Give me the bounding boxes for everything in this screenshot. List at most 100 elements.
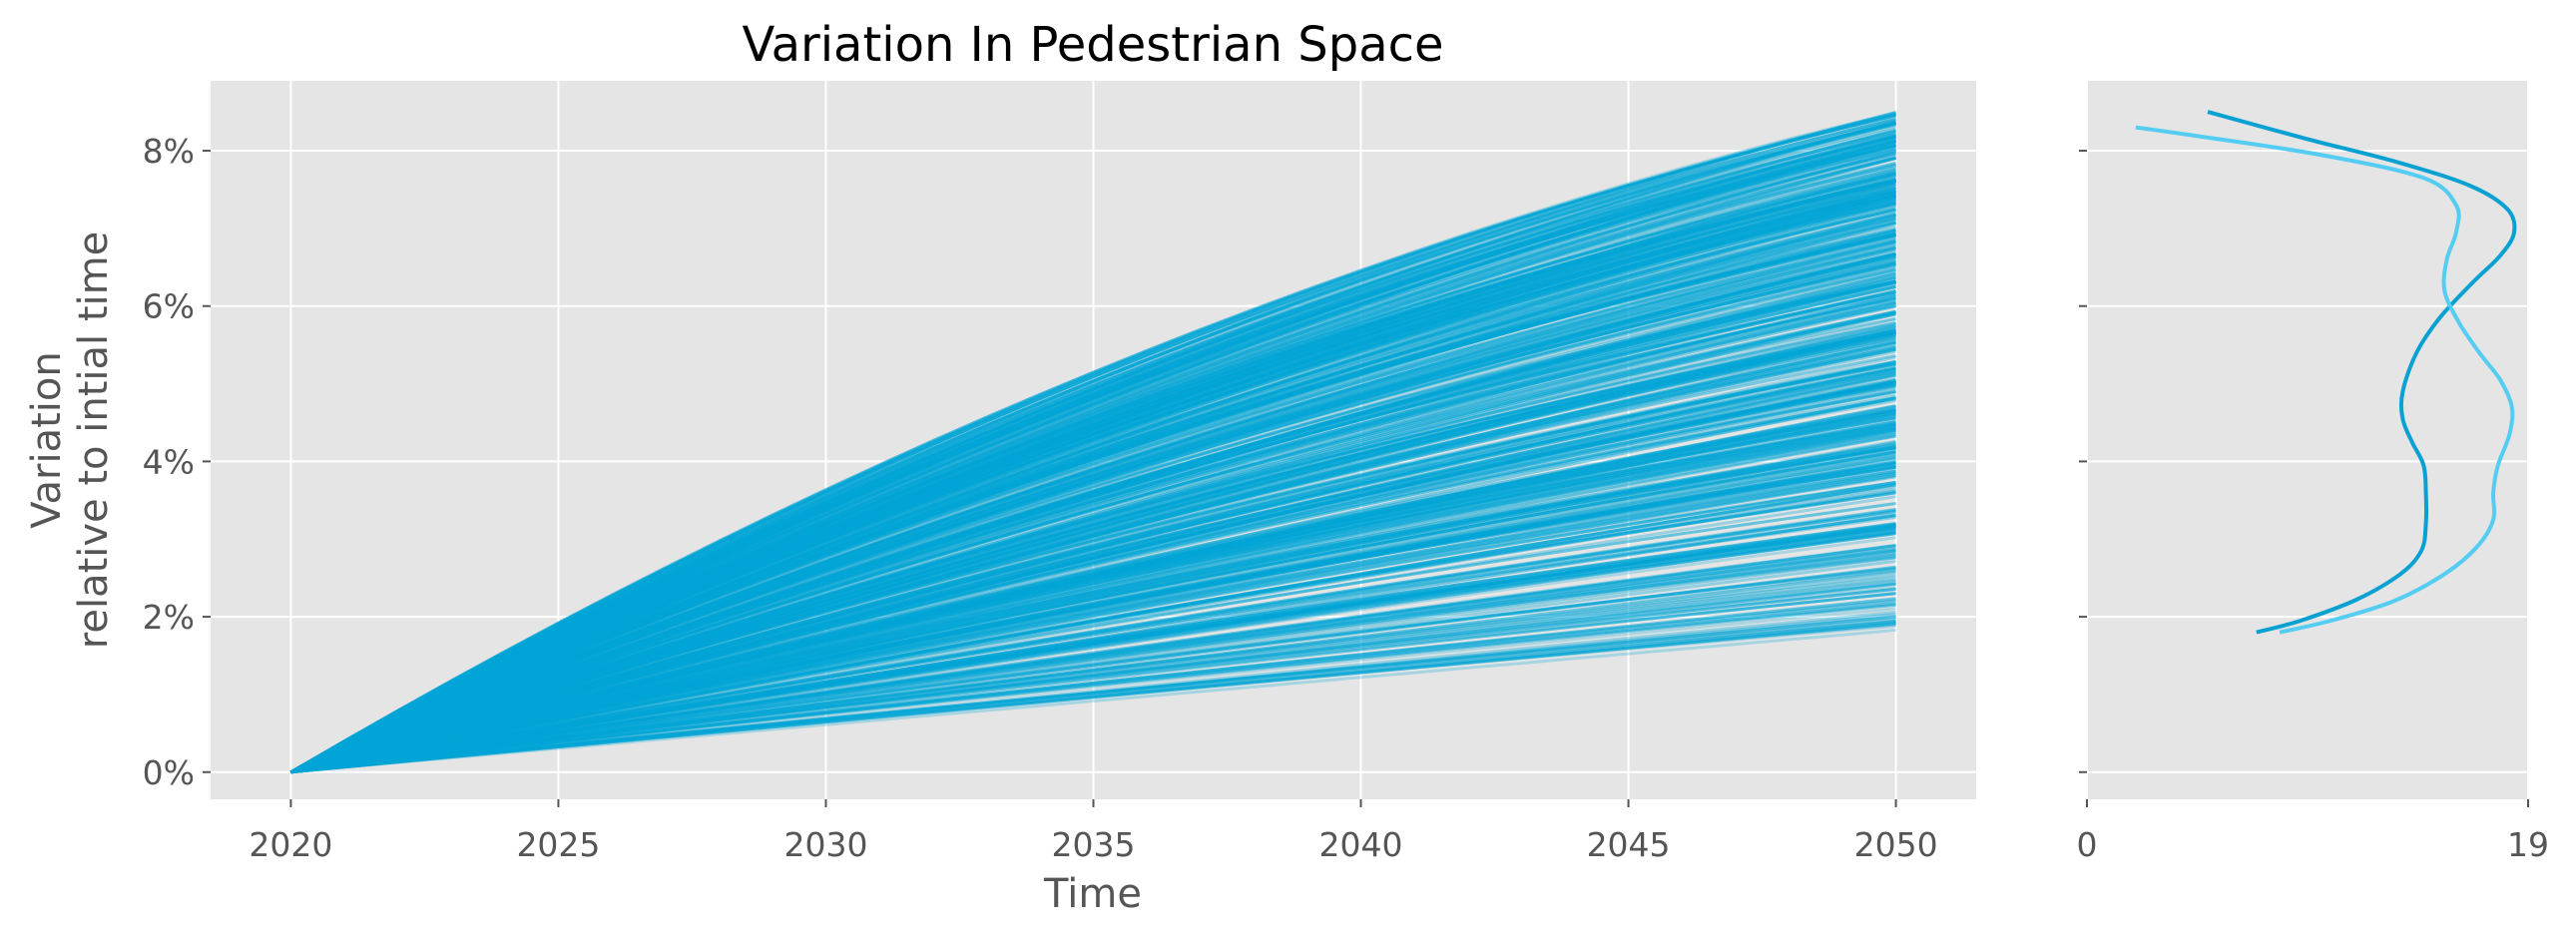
trajectory-line <box>290 473 1896 774</box>
trajectory-line <box>289 207 1896 774</box>
trajectory-line <box>289 164 1896 774</box>
y-tick-label: 6% <box>143 287 195 326</box>
trajectory-line <box>290 622 1896 774</box>
trajectory-line <box>290 628 1896 774</box>
trajectory-line <box>290 549 1896 774</box>
trajectory-line <box>290 480 1896 774</box>
trajectory-line <box>289 382 1896 774</box>
density-curve-1 <box>2207 110 2517 635</box>
trajectory-line <box>289 398 1896 774</box>
trajectory-line <box>289 301 1896 774</box>
trajectory-line <box>289 248 1896 774</box>
trajectory-line <box>290 624 1896 774</box>
trajectory-line <box>289 310 1896 774</box>
trajectory-line <box>289 362 1896 774</box>
trajectory-line <box>289 264 1896 774</box>
trajectory-line <box>289 297 1896 774</box>
trajectory-line <box>289 389 1896 774</box>
trajectory-line <box>289 198 1896 774</box>
trajectory-line <box>290 483 1896 774</box>
density-x-ticks: 0 19 <box>2077 799 2549 864</box>
density-plot-area <box>2087 81 2528 799</box>
trajectory-line <box>289 251 1896 774</box>
trajectory-line <box>289 174 1896 774</box>
trajectory-line <box>290 619 1896 774</box>
trajectory-line <box>289 253 1896 774</box>
x-tick-label: 2045 <box>1587 825 1671 864</box>
trajectory-line <box>289 267 1896 774</box>
trajectory-line <box>290 579 1896 774</box>
trajectory-line <box>289 381 1896 774</box>
y-tick-label: 4% <box>143 442 195 481</box>
trajectory-line <box>290 616 1896 774</box>
trajectory-line <box>289 303 1896 774</box>
trajectory-line <box>290 615 1896 774</box>
y-tick-label: 0% <box>143 753 195 792</box>
trajectory-line <box>289 163 1896 774</box>
trajectory-line <box>289 279 1896 774</box>
trajectory-line <box>289 209 1896 774</box>
trajectory-line <box>289 233 1896 774</box>
trajectory-line <box>289 213 1896 774</box>
density-y-ticks <box>2079 150 2087 773</box>
trajectory-line <box>289 191 1896 774</box>
trajectory-line <box>289 296 1896 774</box>
trajectory-line <box>289 374 1896 774</box>
trajectory-line <box>290 514 1896 774</box>
trajectory-line <box>289 122 1896 774</box>
trajectory-line <box>290 463 1896 774</box>
trajectory-line <box>290 553 1896 774</box>
trajectory-line <box>289 242 1896 774</box>
trajectory-line <box>290 582 1896 774</box>
trajectory-line <box>290 532 1896 774</box>
trajectory-line <box>290 551 1896 774</box>
trajectory-line <box>289 312 1896 774</box>
trajectory-line <box>290 622 1896 774</box>
trajectory-line <box>289 336 1896 774</box>
y-axis-label-line-1: Variation <box>24 351 70 528</box>
trajectory-line <box>289 299 1896 774</box>
trajectory-line <box>289 156 1896 774</box>
trajectory-line <box>289 121 1896 774</box>
trajectory-line <box>289 240 1896 774</box>
trajectory-line <box>290 509 1896 774</box>
trajectory-line <box>289 340 1896 774</box>
trajectory-line <box>290 613 1896 774</box>
trajectory-line <box>289 208 1896 774</box>
trajectory-line <box>290 623 1896 774</box>
trajectory-line <box>290 544 1896 774</box>
trajectory-line <box>290 524 1896 774</box>
trajectory-line <box>290 408 1896 774</box>
y-axis-label-line-2: relative to intial time <box>71 232 117 649</box>
trajectory-line <box>290 465 1896 774</box>
trajectory-line <box>290 404 1896 774</box>
trajectory-line <box>289 200 1896 774</box>
trajectory-line <box>290 428 1896 774</box>
trajectory-line <box>289 272 1896 774</box>
trajectory-line <box>290 481 1896 774</box>
trajectory-line <box>289 112 1896 774</box>
trajectory-line <box>290 410 1896 774</box>
trajectory-line <box>289 303 1896 774</box>
trajectory-line <box>289 242 1896 774</box>
trajectory-line <box>290 513 1896 774</box>
trajectory-line <box>290 452 1896 774</box>
density-x-tick-label: 19 <box>2507 825 2549 864</box>
trajectory-line <box>289 179 1896 774</box>
x-tick-label: 2020 <box>249 825 332 864</box>
trajectory-line <box>289 363 1896 774</box>
trajectory-line <box>289 143 1896 774</box>
trajectory-line <box>289 261 1896 774</box>
trajectory-line <box>290 547 1896 774</box>
trajectory-line <box>290 532 1896 774</box>
trajectory-line <box>289 317 1896 774</box>
trajectory-line <box>290 508 1896 774</box>
trajectory-line <box>290 569 1896 774</box>
main-x-ticks: 2020 2025 2030 2035 2040 2045 2050 <box>249 799 1938 864</box>
trajectory-line <box>290 610 1896 774</box>
trajectory-line <box>290 559 1896 774</box>
chart-title: Variation In Pedestrian Space <box>742 17 1443 73</box>
trajectory-line <box>289 289 1896 774</box>
trajectory-line <box>289 329 1896 774</box>
